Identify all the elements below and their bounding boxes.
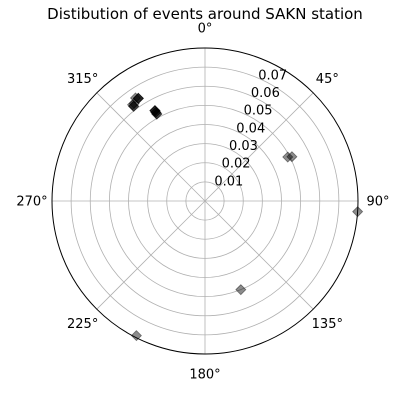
event-marker [151,108,163,120]
angle-tick-labels: 0° 45° 90° 135° 180° 225° 270° 315° [16,22,389,383]
event-marker [286,151,298,163]
grid-spoke [204,200,314,310]
angle-tick-label: 135° [312,317,343,332]
chart-title: Distibution of events around SAKN statio… [47,5,363,23]
event-marker [128,100,140,112]
event-marker [128,97,140,110]
grid-spoke [204,92,314,202]
radius-tick-label: 0.01 [214,174,243,189]
radius-tick-label: 0.02 [222,157,251,172]
event-marker [150,106,162,118]
event-marker [151,108,163,120]
radius-tick-label: 0.04 [236,121,265,136]
radius-tick-label: 0.06 [251,86,280,101]
event-marker [132,92,144,104]
event-marker [126,99,139,111]
event-marker [282,151,294,163]
event-marker [128,100,140,112]
grid-spoke [96,92,206,202]
event-marker [149,105,161,117]
angle-tick-label: 45° [316,72,339,87]
event-marker [129,92,142,104]
angle-tick-label: 315° [67,72,98,87]
event-markers [126,92,364,342]
angle-tick-label: 90° [366,195,389,210]
angle-tick-label: 180° [189,368,220,383]
radius-tick-label: 0.03 [229,139,258,154]
event-marker [132,92,144,104]
radius-tick-label: 0.07 [258,68,287,83]
grid-spoke [96,200,206,310]
angle-tick-label: 225° [67,317,98,332]
event-marker [132,92,144,104]
angle-tick-label: 0° [198,22,213,37]
event-marker [149,105,161,117]
angular-grid [52,48,358,354]
event-marker [150,106,162,118]
polar-frame [51,47,359,355]
radius-tick-labels: 0.01 0.02 0.03 0.04 0.05 0.06 0.07 [214,68,287,189]
angle-tick-label: 270° [16,195,47,210]
event-marker [149,105,161,117]
event-marker [130,330,142,342]
radius-tick-label: 0.05 [244,104,273,119]
event-marker [235,284,247,296]
